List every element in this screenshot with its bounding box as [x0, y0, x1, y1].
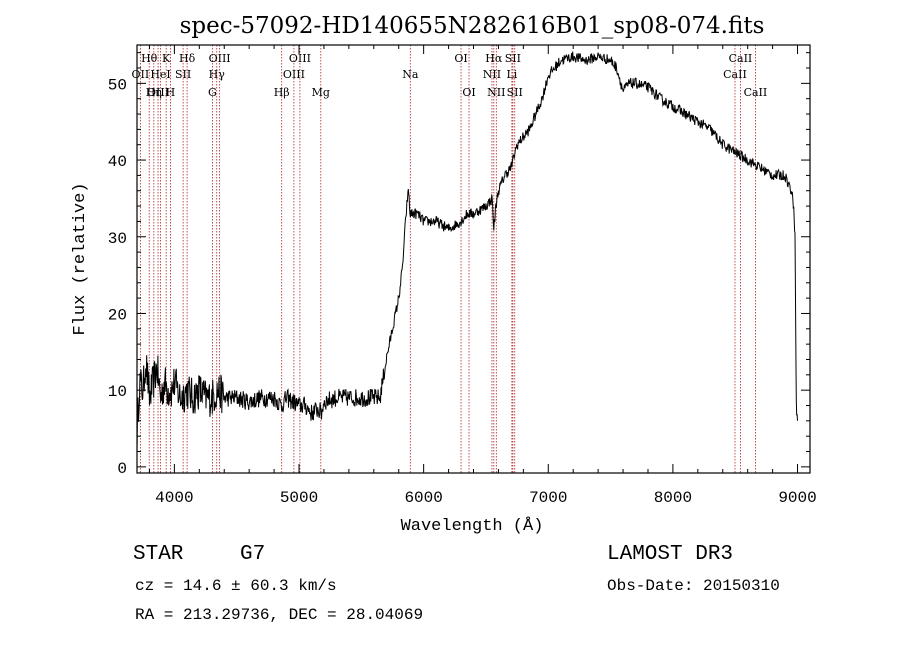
survey-name: LAMOST DR3	[607, 543, 733, 566]
y-tick-label-0: 0	[117, 460, 127, 478]
y-tick-label-5: 50	[108, 76, 127, 94]
line-label-3: K	[162, 52, 171, 65]
line-label-20: NII	[483, 68, 501, 81]
y-tick-label-4: 40	[108, 153, 127, 171]
x-axis-label: Wavelength (Å)	[401, 517, 544, 536]
x-tick-label-4: 8000	[654, 489, 692, 507]
line-label-24: SII	[507, 86, 523, 99]
y-tick-label-1: 10	[108, 383, 127, 401]
line-label-23: Li	[506, 68, 517, 81]
line-label-21: NII	[487, 86, 505, 99]
chart-title: spec-57092-HD140655N282616B01_sp08-074.f…	[180, 13, 765, 39]
ra-dec-coords: RA = 213.29736, DEC = 28.04069	[135, 606, 423, 624]
line-label-18: OI	[462, 86, 475, 99]
line-label-17: OI	[454, 52, 467, 65]
line-label-11: G	[208, 86, 217, 99]
line-label-15: Mg	[312, 86, 330, 99]
line-label-19: Hα	[485, 52, 503, 65]
obs-date: Obs-Date: 20150310	[607, 577, 780, 595]
line-label-4: HeI	[150, 68, 170, 81]
line-label-5: Hη	[146, 86, 162, 99]
spectral-line-markers	[139, 45, 756, 473]
y-axis-label: Flux (relative)	[71, 182, 90, 335]
line-label-0: Hθ	[141, 52, 158, 65]
line-label-6: SII	[175, 68, 191, 81]
line-label-8: Hδ	[179, 52, 196, 65]
spectral-line-labels: Hθ OII OIII K HeI Hη SII H Hδ OIII Hγ G OIII OIII Hβ Mg…	[132, 52, 768, 99]
object-class: STAR	[133, 543, 184, 566]
line-label-2: OIII	[147, 86, 169, 99]
line-label-27: CaII	[744, 86, 768, 99]
x-tick-label-5: 9000	[778, 489, 816, 507]
line-label-9: OIII	[209, 52, 231, 65]
line-label-25: CaII	[729, 52, 753, 65]
y-axis-ticks: 0 10 20 30 40 50	[108, 52, 810, 478]
plot-frame	[136, 44, 811, 474]
line-label-14: Hβ	[274, 86, 290, 99]
x-tick-label-0: 4000	[155, 489, 193, 507]
line-label-10: Hγ	[209, 68, 226, 81]
line-label-16: Na	[402, 68, 419, 81]
line-label-22: SII	[505, 52, 521, 65]
spectrum-line	[136, 51, 798, 452]
x-axis-ticks: 4000 5000 6000 7000 8000 9000	[148, 45, 817, 507]
line-label-7: H	[166, 86, 176, 99]
y-tick-label-3: 30	[108, 230, 127, 248]
x-tick-label-3: 7000	[529, 489, 567, 507]
y-tick-label-2: 20	[108, 306, 127, 324]
line-label-12: OIII	[289, 52, 311, 65]
redshift-cz: cz = 14.6 ± 60.3 km/s	[135, 577, 337, 595]
x-tick-label-1: 5000	[280, 489, 318, 507]
line-label-1: OII	[132, 68, 150, 81]
subclass: G7	[240, 543, 265, 566]
x-tick-label-2: 6000	[404, 489, 442, 507]
line-label-26: CaII	[723, 68, 747, 81]
line-label-13: OIII	[283, 68, 305, 81]
